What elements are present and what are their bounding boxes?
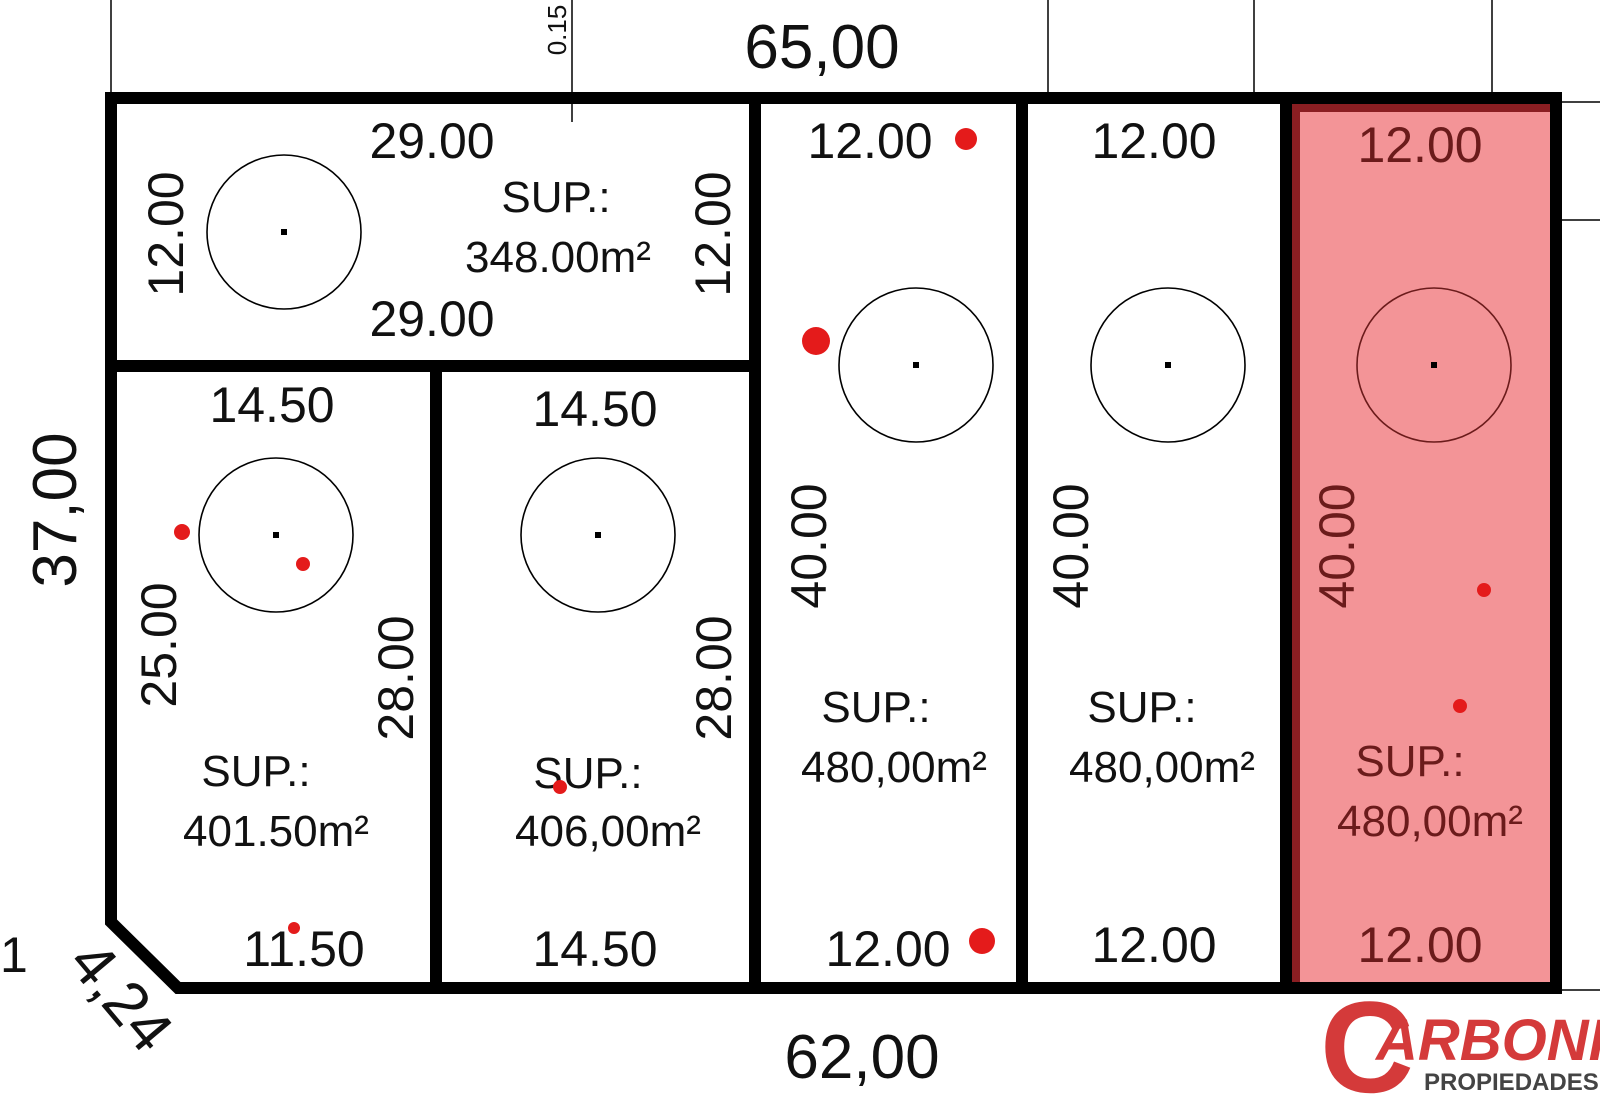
marker-dot	[969, 928, 995, 954]
lot-bottom-dimension: 12.00	[1357, 917, 1482, 973]
lot-top-dimension: 12.00	[1357, 117, 1482, 173]
lot-bottom-mid: 14.50 14.50 28.00 SUP.: 406,00m²	[515, 381, 742, 977]
lot-column-c-highlighted: 12.00 12.00 40.00 SUP.: 480,00m²	[1309, 117, 1523, 973]
lot-bottom-dimension: 12.00	[1091, 917, 1216, 973]
tree-circle	[1090, 287, 1246, 443]
sup-label: SUP.:	[201, 747, 310, 796]
tree-circle	[206, 154, 362, 310]
lot-bottom-dimension: 14.50	[532, 921, 657, 977]
logo-name: ARBONI	[1374, 1008, 1600, 1073]
lot-right-dimension: 28.00	[368, 615, 424, 740]
tree-circle	[838, 287, 994, 443]
marker-dot	[296, 557, 310, 571]
highlighted-lot-edge	[1290, 102, 1552, 112]
lot-top-dimension: 14.50	[532, 381, 657, 437]
logo-initial: C	[1320, 974, 1414, 1100]
marker-dot	[802, 327, 830, 355]
lot-column-b: 12.00 12.00 40.00 SUP.: 480,00m²	[1043, 113, 1255, 973]
lot-top-dimension: 12.00	[1091, 113, 1216, 169]
marker-dot	[553, 780, 567, 794]
lot-bottom-dimension: 11.50	[243, 921, 364, 977]
sup-label: SUP.:	[501, 173, 610, 222]
tree-circle	[520, 457, 676, 613]
lot-side-dimension: 40.00	[1043, 483, 1099, 608]
lot-side-dimension: 40.00	[1309, 483, 1365, 608]
sup-label: SUP.:	[1087, 683, 1196, 732]
lot-area: 406,00m²	[515, 807, 701, 856]
bottom-total-dimension: 62,00	[784, 1023, 939, 1092]
marker-dot	[288, 922, 300, 934]
tree-circle	[198, 457, 354, 613]
lot-right-dimension: 28.00	[686, 615, 742, 740]
highlighted-lot-fill	[1290, 102, 1552, 988]
lot-top-dimension: 12.00	[807, 113, 932, 169]
marker-dot	[1477, 583, 1491, 597]
edge-one-mark: 1	[0, 927, 28, 983]
lot-left-dimension: 25.00	[131, 582, 187, 707]
lot-boundaries	[105, 92, 1562, 994]
top-total-dimension: 65,00	[744, 13, 899, 82]
lot-side-dimension: 40.00	[781, 483, 837, 608]
marker-dot	[955, 128, 977, 150]
lot-area: 480,00m²	[1069, 743, 1255, 792]
tree-center	[913, 362, 919, 368]
lot-left-dimension: 12.00	[138, 171, 194, 296]
logo-tagline: PROPIEDADES	[1424, 1069, 1599, 1096]
tree-circle	[1356, 287, 1512, 443]
marker-dot	[1453, 699, 1467, 713]
sup-label: SUP.:	[1355, 737, 1464, 786]
lot-right-dimension: 12.00	[685, 171, 741, 296]
sup-label: SUP.:	[821, 683, 930, 732]
lot-area: 348.00m²	[465, 233, 651, 282]
lot-column-a: 12.00 12.00 40.00 SUP.: 480,00m²	[781, 113, 995, 977]
lot-area: 401.50m²	[183, 807, 369, 856]
lot-bottom-dimension: 29.00	[369, 291, 494, 347]
lot-top-dimension: 14.50	[209, 377, 334, 433]
chamfer-dimension: 4,24	[55, 928, 185, 1065]
tree-center	[273, 532, 279, 538]
lot-area: 480,00m²	[1337, 797, 1523, 846]
left-total-dimension: 37,00	[21, 432, 90, 587]
tree-center	[595, 532, 601, 538]
marker-dot	[174, 524, 190, 540]
highlighted-lot-left-edge	[1290, 102, 1300, 988]
lot-area: 480,00m²	[801, 743, 987, 792]
sup-label: SUP.:	[533, 749, 642, 798]
tree-center	[1165, 362, 1171, 368]
lot-top-dimension: 29.00	[369, 113, 494, 169]
tree-center	[281, 229, 287, 235]
tree-center	[1431, 362, 1437, 368]
carboni-logo: C ARBONI PROPIEDADES	[1320, 974, 1600, 1100]
edge-mark: 0.15	[542, 5, 572, 56]
lot-top-left: 29.00 29.00 12.00 12.00 SUP.: 348.00m²	[138, 113, 741, 347]
lot-bottom-dimension: 12.00	[825, 921, 950, 977]
lot-bottom-left: 14.50 11.50 25.00 28.00 SUP.: 401.50m²	[131, 377, 424, 977]
